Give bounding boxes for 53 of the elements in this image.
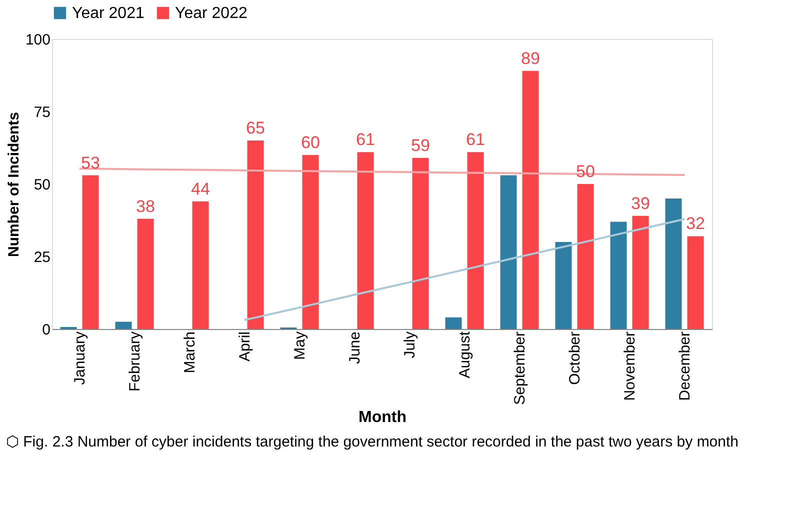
data-label: 59 bbox=[411, 136, 430, 155]
bar bbox=[687, 236, 704, 329]
bar bbox=[137, 218, 154, 329]
x-tick-label: December bbox=[676, 332, 694, 401]
bar bbox=[247, 140, 264, 329]
bar bbox=[665, 198, 682, 329]
text: ⬡ Fig. 2.3 Number of cyber incidents targeting the government sector recorded in the past two years by month bbox=[6, 433, 739, 450]
data-label: 61 bbox=[356, 130, 375, 150]
x-tick-label: March bbox=[182, 332, 198, 374]
bar bbox=[577, 184, 594, 329]
bar bbox=[115, 322, 132, 329]
data-label: 61 bbox=[466, 130, 485, 150]
bar bbox=[192, 201, 209, 329]
legend-label: Year 2021 bbox=[72, 5, 144, 22]
bar bbox=[610, 222, 627, 329]
y-tick-label: 0 bbox=[42, 322, 50, 338]
bar bbox=[412, 158, 429, 329]
x-tick-label: May bbox=[292, 331, 308, 360]
data-label: 53 bbox=[81, 153, 100, 172]
bar bbox=[522, 70, 539, 329]
x-tick-label: April bbox=[236, 332, 254, 362]
bar bbox=[467, 152, 484, 329]
data-label: 60 bbox=[301, 133, 320, 152]
y-axis-title: Number of Incidents bbox=[5, 112, 22, 258]
y-tick-label: 25 bbox=[34, 249, 50, 266]
x-tick-label: January bbox=[72, 331, 88, 385]
bar bbox=[500, 175, 517, 329]
bar bbox=[445, 317, 462, 329]
legend-label: Year 2022 bbox=[175, 5, 248, 22]
line-series bbox=[244, 218, 686, 322]
x-axis-title: Month bbox=[358, 408, 406, 426]
data-label: 38 bbox=[136, 196, 155, 216]
data-label: 39 bbox=[631, 194, 650, 213]
y-tick-label: 75 bbox=[34, 104, 50, 121]
y-tick-label: 100 bbox=[25, 32, 50, 48]
data-label: 50 bbox=[576, 162, 595, 181]
x-tick-label: November bbox=[622, 332, 638, 401]
data-label: 89 bbox=[521, 48, 540, 68]
y-tick-label: 50 bbox=[34, 176, 50, 194]
bar bbox=[555, 242, 572, 329]
x-tick-label: February bbox=[126, 331, 144, 392]
bar bbox=[632, 216, 649, 329]
bar bbox=[357, 152, 374, 329]
bar bbox=[302, 155, 319, 329]
data-label: 32 bbox=[686, 214, 705, 234]
x-tick-label: September bbox=[512, 331, 528, 405]
x-tick-label: July bbox=[402, 331, 418, 358]
x-tick-label: August bbox=[456, 330, 474, 378]
data-label: 44 bbox=[191, 179, 210, 198]
x-tick-label: October bbox=[566, 332, 584, 385]
bar bbox=[82, 175, 99, 329]
data-label: 65 bbox=[246, 118, 265, 138]
x-tick-label: June bbox=[346, 332, 364, 364]
